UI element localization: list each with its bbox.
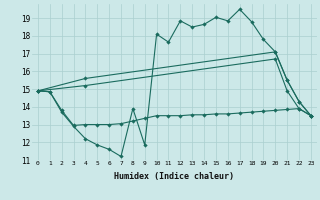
- X-axis label: Humidex (Indice chaleur): Humidex (Indice chaleur): [115, 172, 234, 181]
